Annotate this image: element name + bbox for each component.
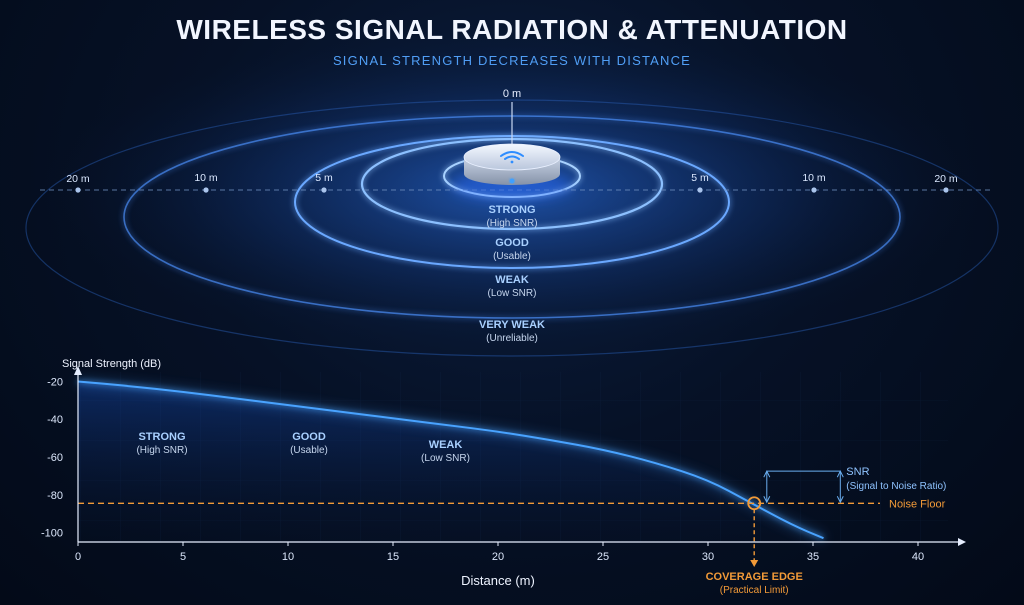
chart-zone-note: (High SNR) bbox=[136, 445, 187, 456]
coverage-edge-arrow bbox=[750, 560, 759, 567]
distance-marker: 5 m bbox=[691, 172, 709, 193]
snr-arrow-head bbox=[836, 470, 844, 478]
svg-text:10 m: 10 m bbox=[194, 172, 218, 184]
y-axis-label: Signal Strength (dB) bbox=[62, 358, 161, 370]
zone-note-good: (Usable) bbox=[493, 251, 531, 262]
distance-marker: 10 m bbox=[802, 172, 826, 193]
center-distance-label: 0 m bbox=[503, 88, 521, 100]
snr-arrow-head bbox=[836, 496, 844, 504]
chart-zone-labels: STRONG (High SNR) GOOD (Usable) WEAK (Low SNR… bbox=[136, 431, 470, 464]
snr-note: (Signal to Noise Ratio) bbox=[846, 481, 946, 492]
zone-name-strong: STRONG bbox=[488, 204, 535, 216]
snr-indicator bbox=[763, 470, 844, 504]
x-tick-label: 5 bbox=[180, 551, 186, 563]
x-tick-label: 30 bbox=[702, 551, 714, 563]
x-tick-label: 10 bbox=[282, 551, 294, 563]
zone-note-weak: (Low SNR) bbox=[488, 288, 537, 299]
signal-chart: Noise Floor SNR (Signal to Noise Ratio) … bbox=[41, 358, 966, 596]
x-tick-label: 25 bbox=[597, 551, 609, 563]
svg-text:5 m: 5 m bbox=[315, 172, 333, 184]
coverage-edge-label: COVERAGE EDGE bbox=[706, 571, 803, 583]
chart-zone-name: WEAK bbox=[429, 439, 463, 451]
x-axis-label: Distance (m) bbox=[461, 573, 535, 588]
x-axis-arrow bbox=[958, 538, 966, 546]
chart-zone-note: (Usable) bbox=[290, 445, 328, 456]
router-device bbox=[452, 143, 572, 200]
y-tick-label: -40 bbox=[47, 414, 63, 426]
snr-label: SNR bbox=[846, 466, 869, 478]
coverage-edge-marker bbox=[747, 496, 762, 511]
distance-marker: 10 m bbox=[194, 172, 218, 193]
zone-name-weak: WEAK bbox=[495, 274, 529, 286]
x-tick-label: 20 bbox=[492, 551, 504, 563]
x-tick-label: 15 bbox=[387, 551, 399, 563]
radiation-zone-labels: STRONG (High SNR) GOOD (Usable) WEAK (Lo… bbox=[479, 204, 545, 344]
svg-text:5 m: 5 m bbox=[691, 172, 709, 184]
chart-zone-name: GOOD bbox=[292, 431, 326, 443]
distance-marker: 20 m bbox=[66, 173, 90, 193]
distance-marker: 5 m bbox=[315, 172, 333, 193]
y-tick-labels: -20 -40 -60 -80 -100 bbox=[41, 376, 63, 539]
y-axis-arrow bbox=[74, 366, 82, 375]
chart-zone-name: STRONG bbox=[138, 431, 185, 443]
svg-text:10 m: 10 m bbox=[802, 172, 826, 184]
snr-arrow-head bbox=[763, 496, 771, 504]
zone-name-good: GOOD bbox=[495, 237, 529, 249]
svg-text:20 m: 20 m bbox=[934, 173, 958, 185]
snr-arrow-head bbox=[763, 470, 771, 478]
distance-marker: 20 m bbox=[934, 173, 958, 193]
chart-zone-note: (Low SNR) bbox=[421, 453, 470, 464]
coverage-edge-note: (Practical Limit) bbox=[720, 585, 789, 596]
zone-note-strong: (High SNR) bbox=[486, 218, 537, 229]
y-tick-label: -20 bbox=[47, 376, 63, 388]
x-tick-label: 40 bbox=[912, 551, 924, 563]
zone-name-very-weak: VERY WEAK bbox=[479, 319, 545, 331]
svg-text:20 m: 20 m bbox=[66, 173, 90, 185]
y-tick-label: -60 bbox=[47, 452, 63, 464]
y-tick-label: -100 bbox=[41, 528, 63, 540]
x-tick-label: 0 bbox=[75, 551, 81, 563]
signal-curve bbox=[77, 380, 824, 540]
x-tick-label: 35 bbox=[807, 551, 819, 563]
distance-markers: 20 m 10 m 5 m 5 m 10 m 20 m bbox=[66, 172, 958, 193]
wifi-icon bbox=[500, 151, 524, 164]
ring-very-weak bbox=[25, 99, 999, 357]
x-tick-labels: 0 5 10 15 20 25 30 35 40 bbox=[75, 542, 924, 563]
noise-floor-label: Noise Floor bbox=[889, 498, 946, 510]
y-tick-label: -80 bbox=[47, 490, 63, 502]
zone-note-very-weak: (Unreliable) bbox=[486, 333, 538, 344]
curve-area-fill bbox=[78, 381, 824, 542]
